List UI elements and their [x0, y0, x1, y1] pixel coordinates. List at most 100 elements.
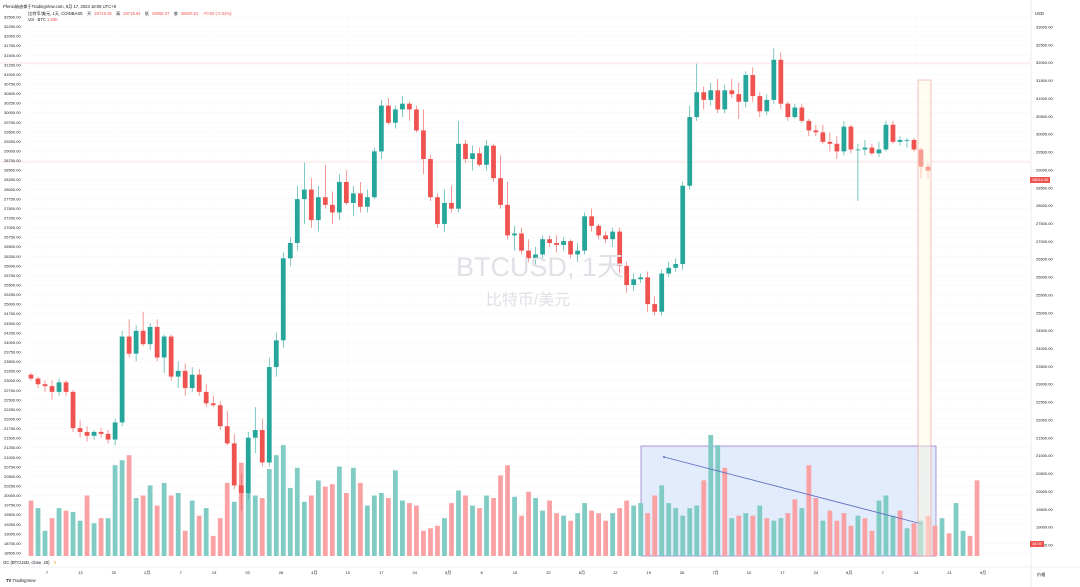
left-axis-tick-label: 21750.00 [4, 426, 21, 431]
open-value: 28718.25 [94, 11, 112, 16]
right-axis-tick-label: 20500.00 [1036, 471, 1053, 476]
left-axis-tick-label: 25000.00 [4, 302, 21, 307]
left-axis-tick-label: 31000.00 [4, 72, 21, 77]
candle-body [287, 243, 293, 259]
right-axis-tick-label: 21500.00 [1036, 435, 1053, 440]
left-axis-tick-label: 26500.00 [4, 244, 21, 249]
volume-bar [463, 495, 468, 556]
left-axis-tick-label: 28750.00 [4, 158, 21, 163]
volume-trend-line [663, 456, 923, 525]
left-axis-tick-label: 30500.00 [4, 91, 21, 96]
volume-bar [98, 518, 104, 556]
volume-bar [224, 482, 230, 556]
volume-bar [778, 518, 784, 556]
left-axis-tick-label: 26000.00 [4, 263, 21, 268]
volume-bar [554, 513, 559, 556]
right-price-axis[interactable]: 33000.00 32500.00 32000.00 31500.00 31000.00… [1030, 0, 1053, 587]
volume-bar [259, 498, 265, 556]
candle-body [785, 103, 791, 118]
candle-body [841, 126, 847, 152]
volume-bar [946, 533, 952, 556]
volume-bar [386, 498, 391, 556]
volume-bar [862, 518, 868, 556]
volume-bar [624, 500, 630, 556]
candle-body [736, 94, 742, 102]
right-axis-tick-label: 23500.00 [1036, 364, 1053, 369]
left-price-axis[interactable]: 32500.00 32250.00 32000.00 31750.00 31500.00… [4, 15, 21, 556]
left-axis-tick-label: 18750.00 [4, 541, 21, 546]
time-axis-tick-label: 13 [212, 570, 217, 575]
volume-bar [715, 445, 721, 556]
candle-body [855, 149, 861, 151]
volume-bar [182, 530, 188, 556]
left-axis-tick-label: 28250.00 [4, 177, 21, 182]
left-axis-tick-label: 32250.00 [4, 24, 21, 29]
candle-body [364, 197, 370, 207]
candle-body [862, 147, 868, 150]
volume-bar [596, 513, 602, 556]
candle-body [63, 382, 69, 392]
time-axis[interactable]: 7 13 20 2月 7 13 20 26 4月 10 17 24 5月 8 15 22 6月 12 19 26 7月 1… [0, 566, 1080, 575]
volume-bar [897, 510, 903, 556]
candle-body [329, 204, 335, 213]
left-axis-tick-label: 31250.00 [4, 62, 21, 67]
candle-body [350, 193, 356, 203]
tradingview-brand[interactable]: TV TradingView [6, 578, 36, 583]
volume-bar [287, 487, 293, 556]
right-axis-tick-label: 19500.00 [1036, 507, 1053, 512]
candle-body [119, 336, 125, 423]
candle-body [575, 250, 580, 255]
volume-bar [442, 518, 447, 556]
symbol-name[interactable]: 比特币/美元, 1天, COINBASE [28, 11, 83, 16]
volume-bar [799, 508, 805, 556]
candle-body [322, 197, 328, 205]
volume-bar [680, 515, 686, 556]
volume-bar [533, 498, 538, 556]
candle-body [252, 430, 258, 438]
tradingview-logo-icon: TV [6, 578, 12, 583]
volume-bar [245, 464, 251, 556]
left-axis-tick-label: 29000.00 [4, 149, 21, 154]
candle-body [848, 126, 854, 150]
volume-legend: Vol · BTC 1.03K [28, 17, 58, 22]
candle-body [210, 403, 216, 406]
volume-label[interactable]: Vol · BTC [28, 17, 46, 22]
volume-bar [105, 518, 111, 556]
currency-label[interactable]: USD [1035, 11, 1044, 16]
right-axis-tick-label: 24500.00 [1036, 328, 1053, 333]
right-axis-tick-label: 32500.00 [1036, 42, 1053, 47]
left-axis-tick-label: 29750.00 [4, 120, 21, 125]
candle-body [771, 59, 777, 100]
candle-body [140, 330, 146, 345]
volume-bar [974, 480, 980, 556]
volume-bar [848, 525, 854, 556]
volume-bar [477, 508, 482, 556]
left-axis-tick-label: 19500.00 [4, 512, 21, 517]
right-axis-tick-label: 18500.00 [1036, 543, 1053, 548]
volume-bar [49, 518, 55, 556]
header-attribution: Pfenio纳迪拳于TradingView.com, 8月 17, 2023 1… [3, 4, 117, 9]
candle-body [28, 374, 34, 379]
candle-body [182, 370, 188, 389]
volume-bar [547, 500, 552, 556]
left-axis-tick-label: 20750.00 [4, 464, 21, 469]
left-axis-tick-label: 27500.00 [4, 206, 21, 211]
candle-body [98, 431, 104, 434]
volume-bar [189, 500, 195, 556]
candle-body [589, 216, 595, 226]
candle-body [154, 326, 160, 358]
candle-body [687, 117, 693, 186]
low-label: 低 [144, 11, 149, 16]
left-axis-tick-label: 19000.00 [4, 531, 21, 536]
candle-body [673, 264, 679, 268]
candle-body [231, 443, 237, 486]
indicator-legend[interactable]: OC (BTCUSD, close, 20) 0 [3, 560, 56, 565]
left-axis-tick-label: 23500.00 [4, 359, 21, 364]
candle-body [386, 105, 391, 123]
time-axis-tick-label: 13 [78, 570, 83, 575]
time-axis-tick-label: 7 [180, 570, 183, 575]
volume-bar [315, 480, 321, 556]
left-axis-tick-label: 30250.00 [4, 101, 21, 106]
volume-bar [659, 485, 665, 556]
